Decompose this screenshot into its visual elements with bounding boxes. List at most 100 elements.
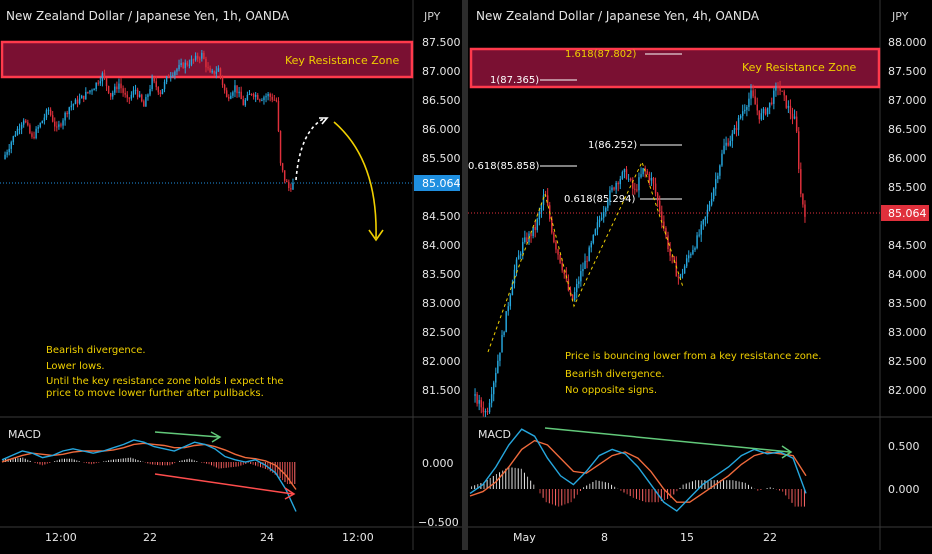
candle-body <box>505 311 507 333</box>
left-macd-pane <box>1 439 297 512</box>
right-price-tick: 86.000 <box>888 152 927 165</box>
candle-body <box>557 249 559 255</box>
candle-body <box>690 254 692 256</box>
right-chart[interactable]: New Zealand Dollar / Japanese Yen, 4h, O… <box>468 0 932 550</box>
candle-body <box>199 58 201 60</box>
macd-signal-line <box>469 439 807 503</box>
right-key-resistance-zone[interactable] <box>469 47 881 89</box>
candle-body <box>70 105 73 108</box>
candle-body <box>681 273 684 275</box>
candle-body <box>623 169 626 173</box>
panel-divider[interactable] <box>462 0 468 550</box>
left-price-tick: 84.500 <box>422 210 461 223</box>
candle-body <box>157 87 160 93</box>
candle-body <box>480 400 482 408</box>
left-price-tick: 85.500 <box>422 152 461 165</box>
candle-body <box>56 126 58 128</box>
candle-body <box>215 71 218 74</box>
left-macd-tick: −0.500 <box>418 516 459 529</box>
left-annotation-line: Bearish divergence. <box>46 345 146 356</box>
candle-body <box>277 101 280 131</box>
candle-body <box>178 64 180 70</box>
candle-body <box>793 116 796 119</box>
candle-body <box>103 73 106 79</box>
candle-body <box>679 274 682 278</box>
candle-body <box>507 306 509 312</box>
candle-body <box>124 92 126 95</box>
left-macd-divergence-bottom <box>154 473 294 495</box>
left-macd-divergence-top <box>154 431 220 438</box>
candle-body <box>101 73 104 82</box>
candle-body <box>43 117 46 121</box>
candle-body <box>273 99 276 101</box>
candle-body <box>634 188 636 190</box>
candle-body <box>192 59 195 61</box>
candle-body <box>76 99 79 104</box>
candle-body <box>136 89 139 97</box>
left-price-tick: 83.000 <box>422 297 461 310</box>
candle-body <box>706 209 709 217</box>
candle-body <box>737 117 740 130</box>
candle-body <box>598 219 601 223</box>
left-chart-title: New Zealand Dollar / Japanese Yen, 1h, O… <box>6 9 290 23</box>
candle-body <box>798 131 800 170</box>
candle-body <box>762 108 765 114</box>
candle-body <box>775 86 777 91</box>
right-macd-label: MACD <box>478 428 511 441</box>
candle-body <box>708 204 711 210</box>
candle-body <box>802 193 804 205</box>
candle-body <box>768 102 771 108</box>
candle-body <box>503 332 505 335</box>
right-current-price-badge <box>881 205 929 221</box>
fib-label: 0.618(85.294) <box>564 194 636 205</box>
left-annotation-line: Until the key resistance zone holds I ex… <box>46 376 284 387</box>
candle-body <box>25 120 27 123</box>
fib-label: 1(86.252) <box>588 140 637 151</box>
candle-body <box>27 122 29 126</box>
candle-body <box>259 99 261 101</box>
candle-body <box>248 93 251 95</box>
candle-body <box>625 169 628 179</box>
candle-body <box>269 94 271 97</box>
candle-body <box>602 212 605 218</box>
right-chart-title: New Zealand Dollar / Japanese Yen, 4h, O… <box>476 9 760 23</box>
candle-body <box>126 94 128 98</box>
left-chart[interactable]: New Zealand Dollar / Japanese Yen, 1h, O… <box>0 0 462 550</box>
candle-body <box>254 94 257 97</box>
candle-body <box>551 218 553 233</box>
candle-body <box>18 128 21 130</box>
macd-line <box>1 439 297 512</box>
left-currency-label: JPY <box>423 10 441 23</box>
candle-body <box>497 360 499 373</box>
candle-body <box>209 68 211 73</box>
candle-body <box>611 187 613 191</box>
candle-body <box>766 107 769 115</box>
candle-body <box>484 411 487 413</box>
candle-body <box>621 172 624 179</box>
candle-body <box>89 90 91 93</box>
candle-body <box>683 266 686 274</box>
candle-body <box>120 83 122 89</box>
candle-body <box>213 70 215 74</box>
candle-body <box>476 394 478 404</box>
right-currency-label: JPY <box>891 10 909 23</box>
candle-body <box>744 109 746 112</box>
left-target-arrow <box>333 121 377 239</box>
right-fib-levels: 1.618(87.802) 1(87.365) 1(86.252) 0.618(… <box>468 49 682 205</box>
candle-body <box>66 112 68 115</box>
candle-body <box>578 281 580 285</box>
candle-body <box>58 124 60 127</box>
candle-body <box>658 200 661 212</box>
candle-body <box>118 83 120 90</box>
left-key-resistance-zone[interactable] <box>0 40 414 79</box>
candle-body <box>163 81 166 90</box>
left-macd-label: MACD <box>8 428 41 441</box>
left-annotation-line: Lower lows. <box>46 361 105 372</box>
candle-body <box>64 112 66 121</box>
candle-body <box>754 96 756 105</box>
candle-body <box>710 199 713 205</box>
candle-body <box>675 262 678 277</box>
candle-body <box>4 154 6 159</box>
candle-body <box>561 262 563 271</box>
